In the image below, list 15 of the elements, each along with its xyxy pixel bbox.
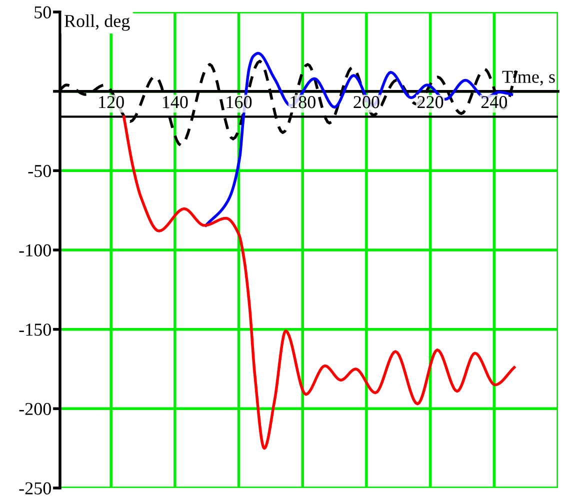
x-tick-label: 200 (354, 96, 380, 108)
x-tick-label: 120 (99, 96, 124, 108)
x-axis-title: Time, s (502, 70, 555, 86)
y-tick-label: -150 (19, 324, 51, 336)
x-tick-label: 220 (418, 96, 444, 108)
x-tick-label: 180 (290, 96, 316, 108)
y-tick-label: -100 (19, 244, 51, 256)
y-tick-label: 50 (34, 6, 51, 18)
y-axis-title: Roll, deg (64, 14, 130, 31)
x-tick-label: 160 (226, 96, 252, 108)
x-tick-label: 240 (481, 96, 508, 108)
y-tick-label: -250 (19, 482, 51, 494)
y-tick-label: -200 (19, 402, 51, 416)
y-tick-label: -50 (28, 164, 51, 178)
x-tick-label: 140 (162, 96, 188, 108)
